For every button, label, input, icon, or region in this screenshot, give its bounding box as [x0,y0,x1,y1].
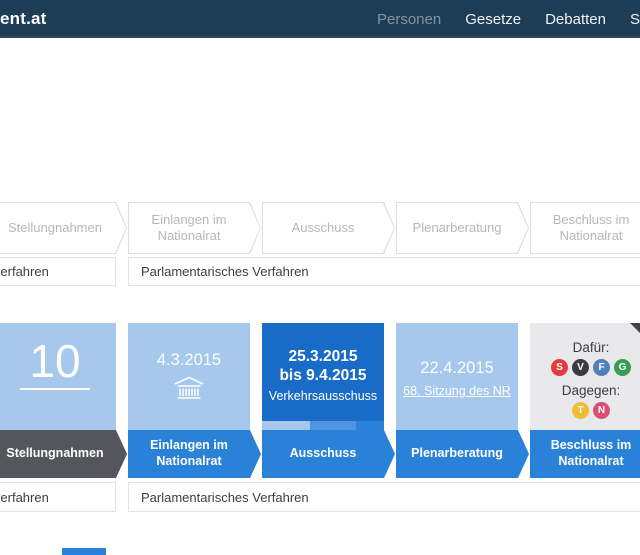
ausschuss-date-from: 25.3.2015 [288,348,358,365]
ausschuss-progress-bar [262,421,384,430]
top-nav: ent.at Personen Gesetze Debatten S [0,0,640,38]
chevron-fill [263,203,394,253]
phase-label-begutachtungsverfahren: Begutachtungsverfahren [0,257,116,286]
chevron-fill [0,203,126,253]
folded-corner [630,323,640,345]
nav-item-debatten[interactable]: Debatten [545,10,606,28]
vote-against-badges: T N [572,402,610,419]
party-badge-t: T [572,402,589,419]
card-einlangen: 4.3.2015 [128,323,250,430]
phase-label-parlamentarisches-verfahren-detail: Parlamentarisches Verfahren [128,482,640,512]
chevron-fill [531,203,640,253]
chevron-fill [129,203,260,253]
overview-step-plenarberatung[interactable]: Plenarberatung [396,202,529,254]
vote-for-label: Dafür: [572,340,610,355]
chevron-fill [397,203,528,253]
phase-label-parlamentarisches-verfahren: Parlamentarisches Verfahren [128,257,640,286]
nav-item-gesetze[interactable]: Gesetze [465,10,522,28]
overview-step-einlangen[interactable]: Einlangen im Nationalrat [128,202,261,254]
party-badge-s: S [551,359,568,376]
parliament-building-icon [174,376,204,399]
committee-name: Verkehrsausschuss [268,389,378,403]
progress-segment-3 [356,421,384,430]
main-nav: Personen Gesetze Debatten S [377,0,640,38]
vote-against-label: Dagegen: [561,383,621,398]
detail-step-stellungnahmen[interactable]: Stellungnahmen [0,430,127,478]
overview-step-beschluss[interactable]: Beschluss im Nationalrat [530,202,640,254]
detail-step-plenarberatung[interactable]: Plenarberatung [396,430,529,478]
nav-item-truncated[interactable]: S [629,10,640,28]
overview-step-ausschuss[interactable]: Ausschuss [262,202,395,254]
ausschuss-date-range: 25.3.2015 bis 9.4.2015 [279,347,366,385]
party-badge-n: N [593,402,610,419]
card-plenarberatung: 22.4.2015 68. Sitzung des NR [396,323,518,430]
ausschuss-date-to: bis 9.4.2015 [279,367,367,384]
stellungnahmen-count-link[interactable]: 10 [20,337,90,391]
nav-item-personen[interactable]: Personen [377,10,442,28]
progress-segment-1 [262,421,310,430]
detail-step-ausschuss[interactable]: Ausschuss [262,430,395,478]
phase-label-begutachtungsverfahren-detail: Begutachtungsverfahren [0,482,116,512]
detail-step-einlangen[interactable]: Einlangen im Nationalrat [128,430,261,478]
party-badge-g: G [614,359,631,376]
party-badge-v: V [572,359,589,376]
sitzung-link[interactable]: 68. Sitzung des NR [403,384,511,398]
plenar-date: 22.4.2015 [420,359,494,377]
einlangen-date: 4.3.2015 [156,351,222,369]
card-beschluss: Dafür: S V F G Dagegen: T N [530,323,640,430]
detail-step-beschluss[interactable]: Beschluss im Nationalrat [530,430,640,478]
party-badge-f: F [593,359,610,376]
vote-for-badges: S V F G [551,359,631,376]
horizontal-scrollbar-thumb[interactable] [62,548,106,555]
site-logo[interactable]: ent.at [0,9,47,28]
card-ausschuss: 25.3.2015 bis 9.4.2015 Verkehrsausschuss [262,323,384,430]
overview-step-stellungnahmen[interactable]: Stellungnahmen [0,202,127,254]
progress-segment-2 [310,421,356,430]
card-stellungnahmen: 10 [0,323,116,430]
